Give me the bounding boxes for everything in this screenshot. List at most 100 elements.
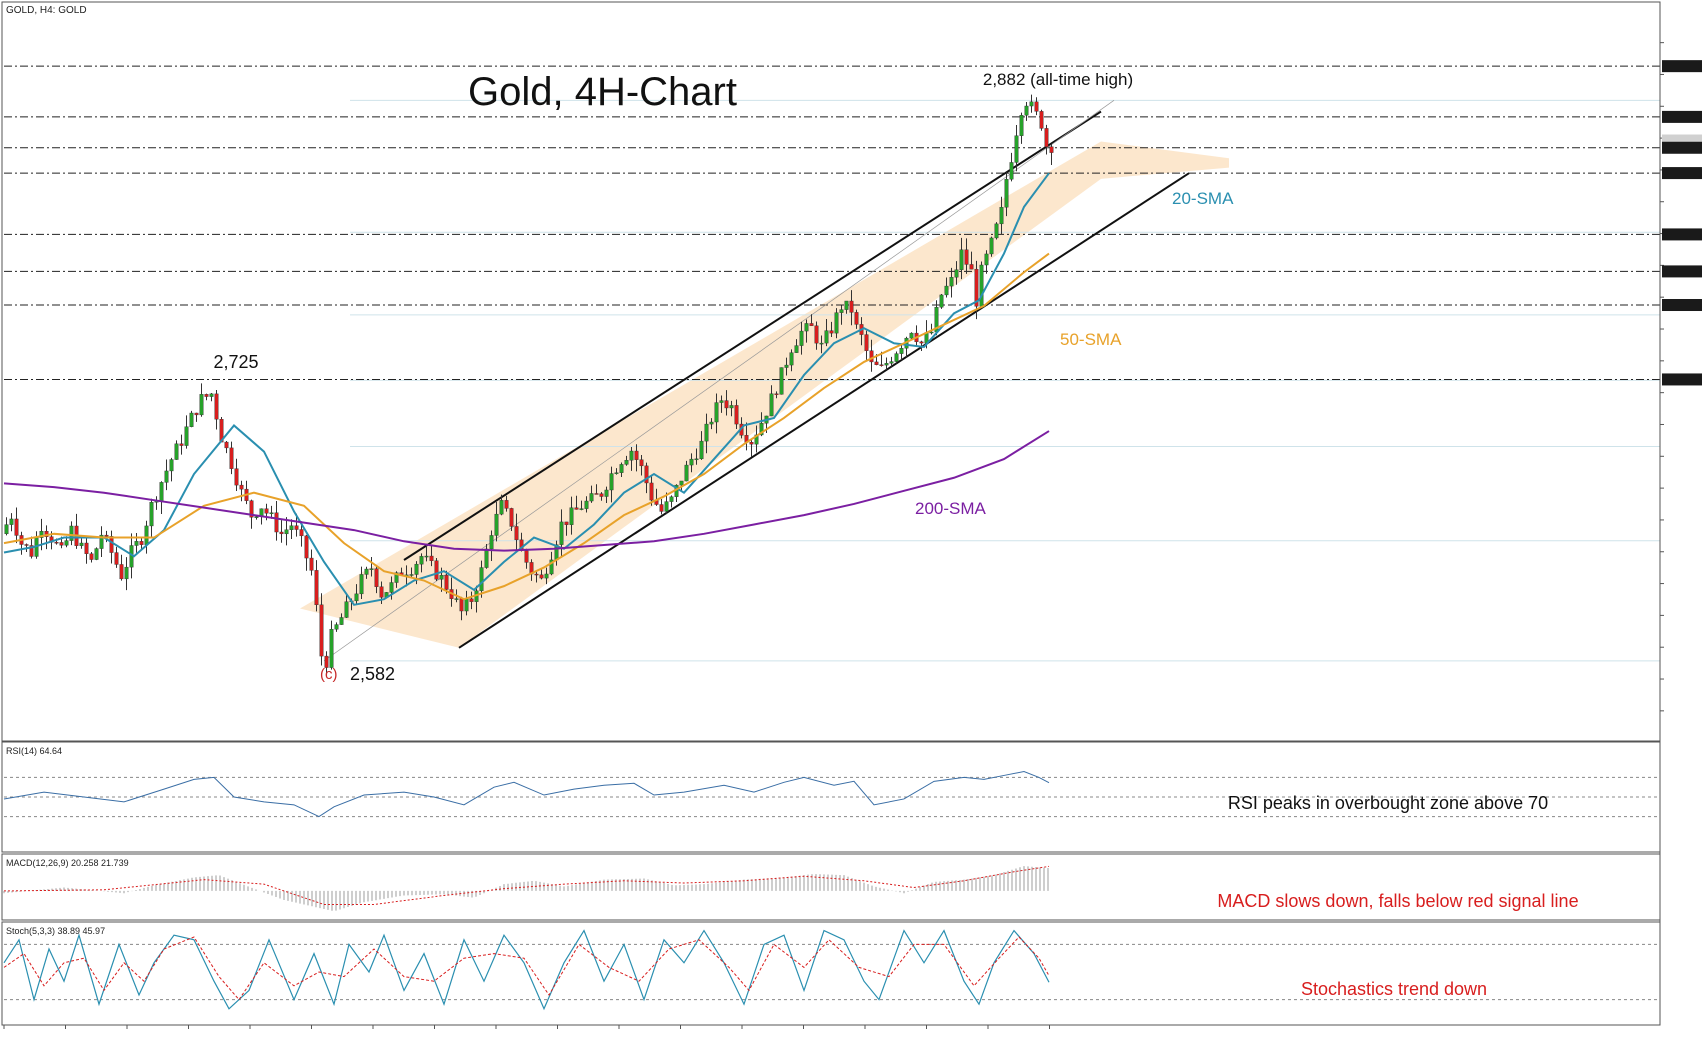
candle-body [229, 447, 234, 469]
candle-body [109, 536, 114, 553]
candle-body [59, 542, 64, 546]
candle-body [564, 521, 569, 525]
candle-body [494, 513, 499, 536]
series-200-sma [3, 430, 1050, 552]
candle-body [29, 545, 34, 557]
candle-body [469, 598, 474, 602]
candle-body [379, 586, 384, 598]
candle-body [234, 468, 239, 486]
candle-body [734, 405, 739, 425]
candle-body [694, 458, 699, 461]
stoch-main-line [3, 929, 1050, 1011]
candle-body [294, 525, 299, 530]
candle-body [679, 480, 684, 486]
candle-body [14, 518, 19, 536]
candle-body [184, 426, 189, 446]
candle-body [939, 294, 944, 308]
candle-body [4, 524, 9, 535]
stoch-pane-frame [1, 921, 1661, 1026]
candle-body [839, 309, 844, 313]
candle-body [344, 601, 349, 618]
candle-body [269, 512, 274, 514]
candle-body [1039, 111, 1044, 129]
candle-body [584, 500, 589, 509]
candle-body [509, 508, 514, 527]
candle-body [984, 253, 989, 266]
candle-body [699, 440, 704, 460]
candle-body [869, 350, 874, 363]
candle-body [659, 504, 664, 512]
candle-body [999, 207, 1004, 225]
candle-body [784, 364, 789, 368]
candle-body [639, 459, 644, 467]
candle-body [974, 268, 979, 307]
candle-body [794, 345, 799, 353]
candle-body [704, 423, 709, 442]
label-50-sma: 50-SMA [1060, 330, 1122, 349]
candle-body [959, 249, 964, 270]
candle-body [499, 500, 504, 515]
candle-body [574, 507, 579, 510]
label-200-sma: 200-SMA [915, 499, 987, 518]
macd-note: MACD slows down, falls below red signal … [1217, 891, 1578, 911]
candle-body [629, 450, 634, 461]
candle-body [409, 574, 414, 576]
candle-body [194, 412, 199, 416]
candle-body [119, 564, 124, 580]
candle-body [929, 331, 934, 334]
candle-body [889, 361, 894, 364]
stoch-signal-line [3, 936, 1050, 1001]
candle-body [299, 529, 304, 537]
candle-body [69, 525, 74, 541]
candle-body [814, 325, 819, 344]
candle-body [274, 512, 279, 533]
candle-body [479, 567, 484, 592]
candle-body [894, 353, 899, 362]
candle-body [1019, 115, 1024, 136]
candle-body [849, 300, 854, 313]
instrument-label: GOLD, H4: GOLD [6, 5, 87, 16]
price-badge [1662, 60, 1702, 73]
candle-body [189, 412, 194, 427]
candle-body [594, 493, 599, 495]
candle-body [844, 300, 849, 310]
candle-body [664, 501, 669, 512]
candle-body [254, 516, 259, 518]
candle-body [54, 541, 59, 544]
chart-title: Gold, 4H-Chart [468, 70, 737, 114]
candle-body [314, 570, 319, 606]
candle-body [589, 493, 594, 502]
candle-body [199, 394, 204, 416]
candle-body [669, 496, 674, 502]
candle-body [524, 550, 529, 563]
channel-lower-line [458, 172, 1190, 649]
candle-body [319, 604, 324, 657]
candle-body [709, 421, 714, 425]
candle-body [949, 277, 954, 287]
candle-body [989, 237, 994, 255]
candle-body [994, 223, 999, 239]
candle-body [909, 332, 914, 339]
channel-upper-line [403, 110, 1102, 561]
candle-body [969, 264, 974, 270]
candle-body [599, 493, 604, 497]
candle-body [684, 464, 689, 482]
candle-body [429, 555, 434, 561]
candle-body [79, 542, 84, 546]
candle-body [919, 341, 924, 344]
candle-body [579, 508, 584, 510]
candle-body [149, 502, 154, 527]
candle-body [864, 334, 869, 351]
candle-body [944, 285, 949, 296]
candle-body [64, 540, 69, 546]
candle-body [104, 534, 109, 537]
candle-body [444, 575, 449, 590]
candle-body [1029, 101, 1034, 107]
candle-body [114, 552, 119, 565]
candle-body [964, 249, 969, 265]
candle-body [779, 367, 784, 395]
candle-body [769, 393, 774, 417]
candle-body [559, 521, 564, 545]
price-badge [1662, 373, 1702, 386]
